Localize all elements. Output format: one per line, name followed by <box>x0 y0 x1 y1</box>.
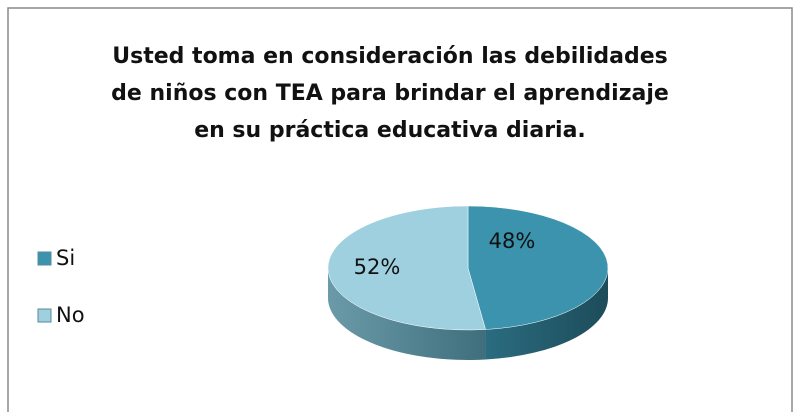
pie-slice-side <box>328 268 486 360</box>
chart-title: Usted toma en consideración las debilida… <box>111 44 669 143</box>
legend-label: Si <box>56 246 75 270</box>
pie-slice <box>467 205 609 330</box>
data-label: 48% <box>489 229 536 253</box>
legend-swatch <box>37 308 52 323</box>
pie-slice-side <box>485 268 608 360</box>
legend-swatch <box>37 251 52 266</box>
legend-label: No <box>56 303 85 327</box>
data-label: 52% <box>354 255 401 279</box>
pie-slice <box>327 205 486 331</box>
